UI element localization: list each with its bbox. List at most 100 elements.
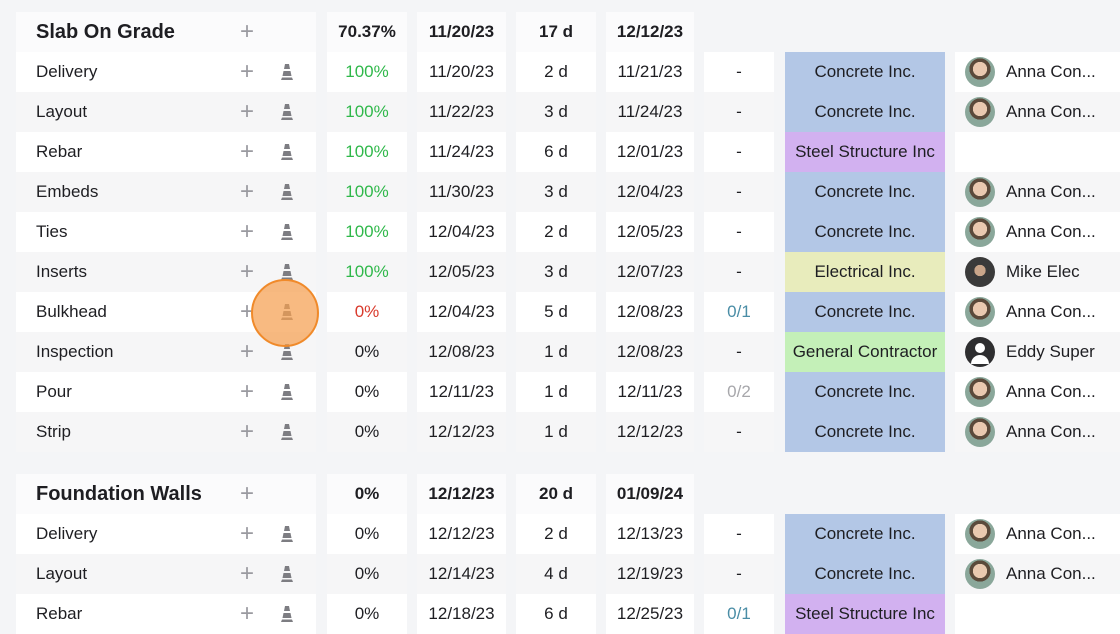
task-row[interactable]: Inserts + 100% 12/05/23 3 d 12/07/23 - E…: [16, 252, 1120, 292]
company-tag[interactable]: Concrete Inc.: [785, 372, 945, 412]
task-row[interactable]: Layout + 0% 12/14/23 4 d 12/19/23 - Conc…: [16, 554, 1120, 594]
task-percent[interactable]: 100%: [327, 92, 407, 132]
plus-icon[interactable]: +: [239, 58, 254, 85]
traffic-cone-icon[interactable]: [278, 63, 296, 81]
plus-icon[interactable]: +: [239, 178, 254, 205]
task-percent[interactable]: 0%: [327, 412, 407, 452]
plus-icon[interactable]: +: [239, 298, 254, 325]
traffic-cone-icon[interactable]: [278, 423, 296, 441]
assignee[interactable]: Anna Con...: [955, 292, 1120, 332]
company-tag[interactable]: Concrete Inc.: [785, 212, 945, 252]
task-predecessors[interactable]: 0/1: [704, 292, 774, 332]
assignee[interactable]: [955, 594, 1120, 634]
task-duration[interactable]: 6 d: [516, 132, 596, 172]
assignee[interactable]: Anna Con...: [955, 412, 1120, 452]
task-duration[interactable]: 1 d: [516, 372, 596, 412]
traffic-cone-icon[interactable]: [278, 223, 296, 241]
task-duration[interactable]: 3 d: [516, 92, 596, 132]
traffic-cone-icon[interactable]: [278, 565, 296, 583]
task-start[interactable]: 11/20/23: [417, 52, 506, 92]
task-predecessors[interactable]: -: [704, 52, 774, 92]
task-predecessors[interactable]: -: [704, 212, 774, 252]
task-row[interactable]: Embeds + 100% 11/30/23 3 d 12/04/23 - Co…: [16, 172, 1120, 212]
task-predecessors[interactable]: 0/2: [704, 372, 774, 412]
traffic-cone-icon[interactable]: [278, 605, 296, 623]
plus-icon[interactable]: +: [239, 560, 254, 587]
task-duration[interactable]: 6 d: [516, 594, 596, 634]
group-header-slab-on-grade[interactable]: Slab On Grade + 70.37% 11/20/23 17 d 12/…: [16, 12, 1120, 52]
task-end[interactable]: 12/08/23: [606, 332, 694, 372]
task-row[interactable]: Rebar + 0% 12/18/23 6 d 12/25/23 0/1 Ste…: [16, 594, 1120, 634]
task-percent[interactable]: 100%: [327, 52, 407, 92]
task-percent[interactable]: 100%: [327, 212, 407, 252]
company-tag[interactable]: Concrete Inc.: [785, 92, 945, 132]
task-percent[interactable]: 0%: [327, 292, 407, 332]
task-duration[interactable]: 2 d: [516, 514, 596, 554]
task-name[interactable]: Rebar: [16, 594, 316, 634]
assignee[interactable]: Anna Con...: [955, 92, 1120, 132]
task-start[interactable]: 12/11/23: [417, 372, 506, 412]
task-name[interactable]: Ties: [16, 212, 316, 252]
company-tag[interactable]: Concrete Inc.: [785, 52, 945, 92]
company-tag[interactable]: Concrete Inc.: [785, 412, 945, 452]
assignee[interactable]: Anna Con...: [955, 372, 1120, 412]
traffic-cone-icon[interactable]: [278, 183, 296, 201]
task-end[interactable]: 12/19/23: [606, 554, 694, 594]
task-row[interactable]: Delivery + 100% 11/20/23 2 d 11/21/23 - …: [16, 52, 1120, 92]
plus-icon[interactable]: +: [239, 138, 254, 165]
task-row[interactable]: Rebar + 100% 11/24/23 6 d 12/01/23 - Ste…: [16, 132, 1120, 172]
company-tag[interactable]: Steel Structure Inc: [785, 132, 945, 172]
task-start[interactable]: 12/05/23: [417, 252, 506, 292]
task-end[interactable]: 12/25/23: [606, 594, 694, 634]
task-duration[interactable]: 3 d: [516, 172, 596, 212]
assignee[interactable]: Anna Con...: [955, 554, 1120, 594]
plus-icon[interactable]: +: [239, 480, 254, 507]
task-end[interactable]: 12/04/23: [606, 172, 694, 212]
task-name[interactable]: Delivery: [16, 514, 316, 554]
task-duration[interactable]: 1 d: [516, 412, 596, 452]
task-name[interactable]: Layout: [16, 92, 316, 132]
assignee[interactable]: Anna Con...: [955, 514, 1120, 554]
task-name[interactable]: Strip: [16, 412, 316, 452]
task-start[interactable]: 12/08/23: [417, 332, 506, 372]
task-name[interactable]: Inserts: [16, 252, 316, 292]
task-duration[interactable]: 5 d: [516, 292, 596, 332]
task-percent[interactable]: 100%: [327, 252, 407, 292]
task-predecessors[interactable]: -: [704, 92, 774, 132]
company-tag[interactable]: Concrete Inc.: [785, 172, 945, 212]
task-end[interactable]: 12/11/23: [606, 372, 694, 412]
group-header-foundation-walls[interactable]: Foundation Walls + 0% 12/12/23 20 d 01/0…: [16, 474, 1120, 514]
task-predecessors[interactable]: -: [704, 554, 774, 594]
task-start[interactable]: 12/04/23: [417, 292, 506, 332]
traffic-cone-icon[interactable]: [278, 343, 296, 361]
task-start[interactable]: 12/12/23: [417, 514, 506, 554]
task-end[interactable]: 12/01/23: [606, 132, 694, 172]
task-end[interactable]: 11/24/23: [606, 92, 694, 132]
task-row[interactable]: Layout + 100% 11/22/23 3 d 11/24/23 - Co…: [16, 92, 1120, 132]
task-percent[interactable]: 0%: [327, 554, 407, 594]
task-predecessors[interactable]: -: [704, 332, 774, 372]
traffic-cone-icon[interactable]: [278, 525, 296, 543]
task-percent[interactable]: 100%: [327, 132, 407, 172]
task-name[interactable]: Embeds: [16, 172, 316, 212]
company-tag[interactable]: Steel Structure Inc: [785, 594, 945, 634]
task-duration[interactable]: 4 d: [516, 554, 596, 594]
task-end[interactable]: 12/07/23: [606, 252, 694, 292]
task-row[interactable]: Pour + 0% 12/11/23 1 d 12/11/23 0/2 Conc…: [16, 372, 1120, 412]
plus-icon[interactable]: +: [239, 258, 254, 285]
task-row[interactable]: Delivery + 0% 12/12/23 2 d 12/13/23 - Co…: [16, 514, 1120, 554]
traffic-cone-icon[interactable]: [278, 143, 296, 161]
task-percent[interactable]: 100%: [327, 172, 407, 212]
plus-icon[interactable]: +: [239, 418, 254, 445]
traffic-cone-icon[interactable]: [278, 383, 296, 401]
assignee[interactable]: Mike Elec: [955, 252, 1120, 292]
task-end[interactable]: 11/21/23: [606, 52, 694, 92]
task-start[interactable]: 11/30/23: [417, 172, 506, 212]
task-row[interactable]: Bulkhead + 0% 12/04/23 5 d 12/08/23 0/1 …: [16, 292, 1120, 332]
task-name[interactable]: Inspection: [16, 332, 316, 372]
assignee[interactable]: Anna Con...: [955, 52, 1120, 92]
assignee[interactable]: Eddy Super: [955, 332, 1120, 372]
task-start[interactable]: 12/04/23: [417, 212, 506, 252]
task-name[interactable]: Pour: [16, 372, 316, 412]
task-duration[interactable]: 2 d: [516, 52, 596, 92]
